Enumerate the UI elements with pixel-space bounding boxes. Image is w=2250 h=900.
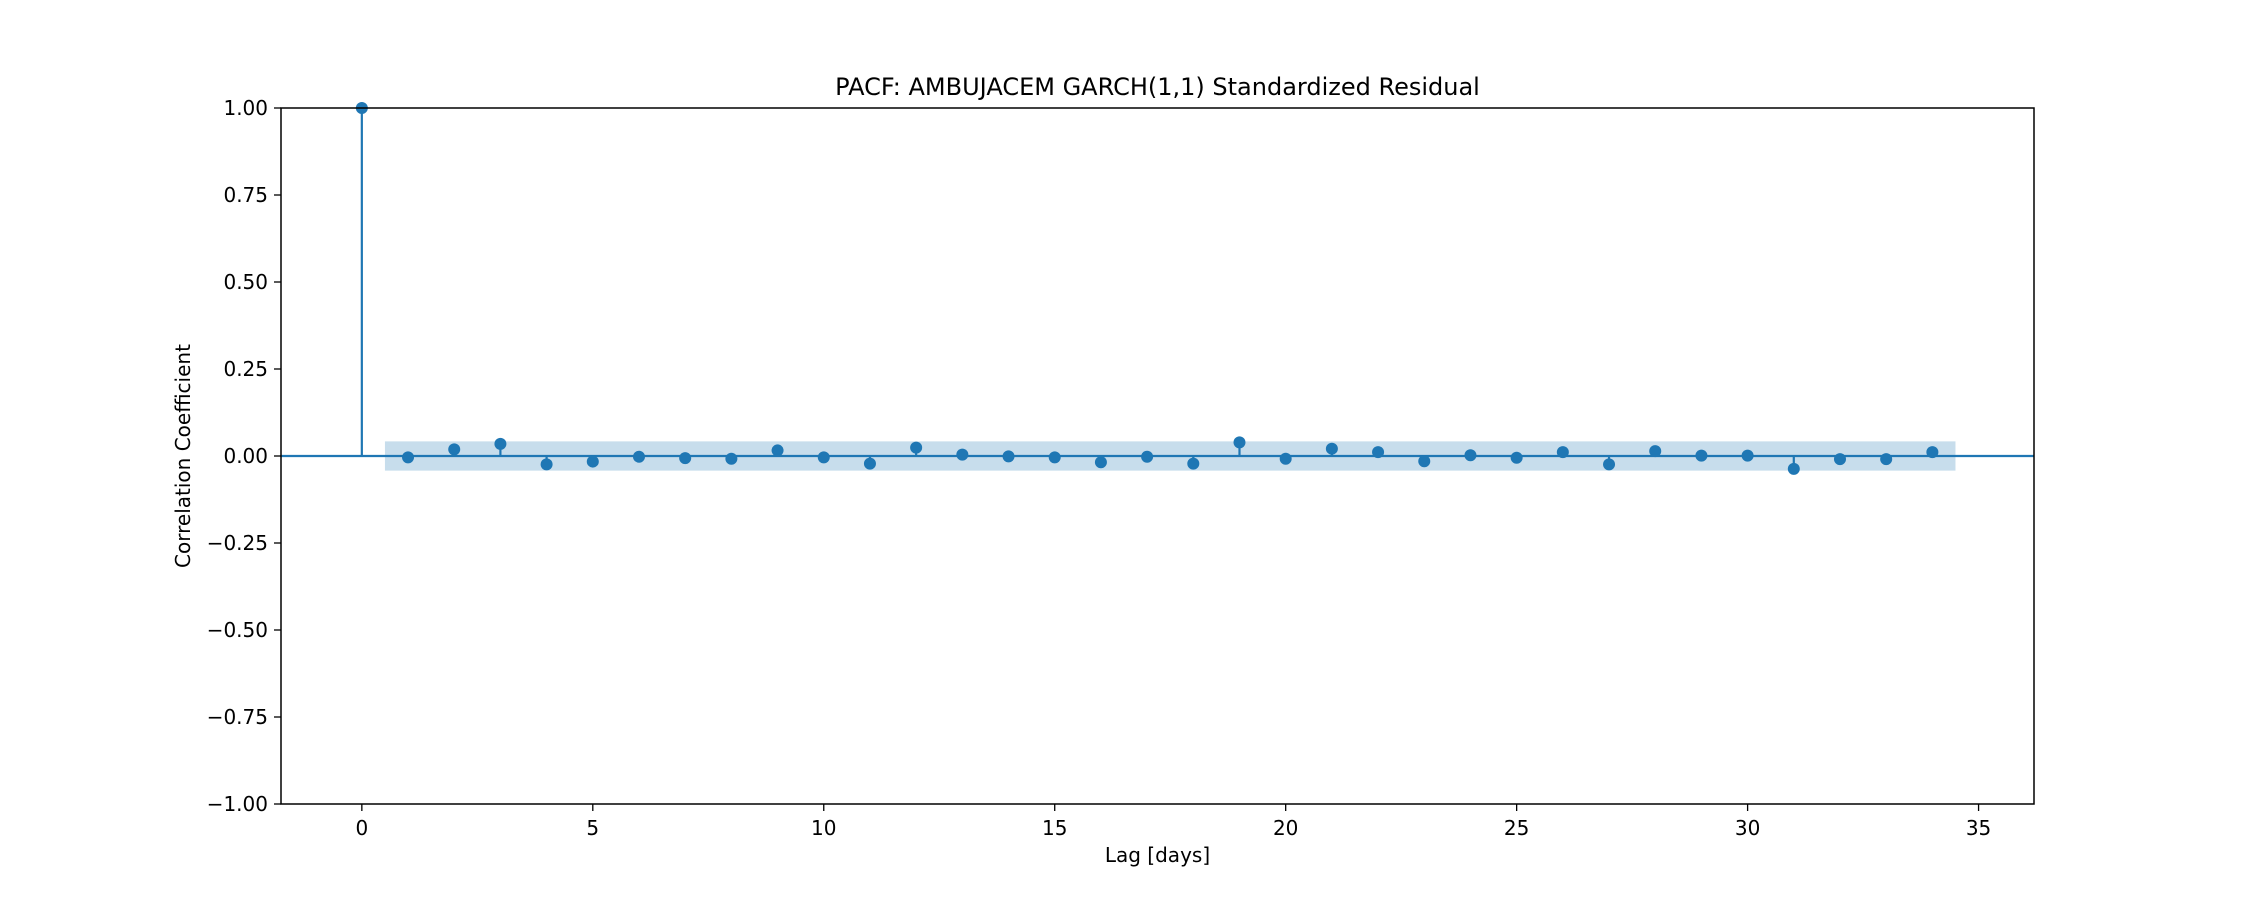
x-axis-label: Lag [days] <box>1105 843 1210 867</box>
marker-lag-28 <box>1649 445 1662 458</box>
marker-lag-27 <box>1603 458 1616 471</box>
y-tick-label: −0.50 <box>207 618 268 642</box>
y-tick-label: 1.00 <box>223 96 268 120</box>
marker-lag-12 <box>910 441 923 454</box>
marker-lag-31 <box>1787 462 1800 475</box>
marker-lag-24 <box>1464 449 1477 462</box>
marker-lag-18 <box>1187 457 1200 470</box>
x-tick-label: 0 <box>355 816 368 840</box>
chart-title: PACF: AMBUJACEM GARCH(1,1) Standardized … <box>835 73 1480 101</box>
y-tick-label: 0.75 <box>223 183 268 207</box>
marker-lag-34 <box>1926 446 1939 459</box>
y-tick-label: −0.25 <box>207 531 268 555</box>
marker-lag-32 <box>1833 453 1846 466</box>
y-tick-label: 0.00 <box>223 444 268 468</box>
x-tick-label: 35 <box>1966 816 1991 840</box>
marker-layer <box>355 102 1939 475</box>
x-tick-label: 25 <box>1504 816 1529 840</box>
marker-lag-25 <box>1510 451 1523 464</box>
marker-lag-33 <box>1880 453 1893 466</box>
marker-lag-2 <box>448 443 461 456</box>
marker-lag-15 <box>1048 451 1061 464</box>
y-tick-label: −0.75 <box>207 705 268 729</box>
marker-lag-30 <box>1741 449 1754 462</box>
marker-lag-9 <box>771 444 784 457</box>
x-tick-label: 15 <box>1042 816 1067 840</box>
marker-lag-26 <box>1556 446 1569 459</box>
marker-lag-3 <box>494 437 507 450</box>
y-tick-label: −1.00 <box>207 792 268 816</box>
x-tick-label: 30 <box>1735 816 1760 840</box>
x-ticks: 0 5 10 15 20 25 30 35 <box>355 804 1991 840</box>
marker-lag-21 <box>1325 442 1338 455</box>
x-tick-label: 10 <box>811 816 836 840</box>
marker-lag-23 <box>1418 455 1431 468</box>
marker-lag-8 <box>725 452 738 465</box>
marker-lag-4 <box>540 458 553 471</box>
y-axis-label: Correlation Coefficient <box>171 344 195 568</box>
marker-lag-20 <box>1279 452 1292 465</box>
marker-lag-29 <box>1695 449 1708 462</box>
y-ticks: 1.00 0.75 0.50 0.25 0.00 −0.25 −0.50 −0.75 −1.00 <box>207 96 281 816</box>
marker-lag-17 <box>1141 450 1154 463</box>
marker-lag-14 <box>1002 450 1015 463</box>
y-tick-label: 0.25 <box>223 357 268 381</box>
y-tick-label: 0.50 <box>223 270 268 294</box>
marker-lag-10 <box>817 451 830 464</box>
x-tick-label: 5 <box>586 816 599 840</box>
marker-lag-1 <box>402 451 415 464</box>
marker-lag-16 <box>1094 456 1107 469</box>
marker-lag-19 <box>1233 436 1246 449</box>
marker-lag-11 <box>863 457 876 470</box>
stem-layer <box>360 108 1934 469</box>
marker-lag-6 <box>632 450 645 463</box>
marker-lag-13 <box>956 448 969 461</box>
x-tick-label: 20 <box>1273 816 1298 840</box>
marker-lag-7 <box>679 452 692 465</box>
marker-lag-22 <box>1372 446 1385 459</box>
marker-lag-5 <box>586 455 599 468</box>
